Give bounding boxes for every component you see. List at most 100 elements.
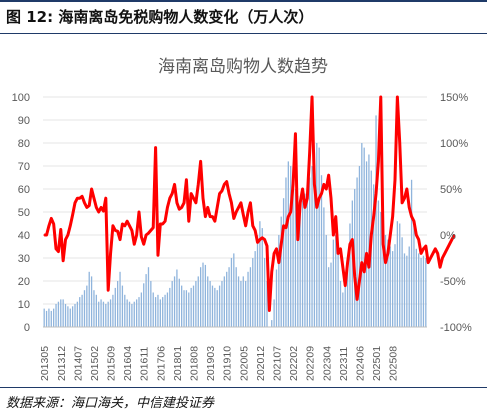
- bar: [327, 267, 330, 327]
- line-point: [320, 192, 323, 195]
- figure-title: 图 12: 海南离岛免税购物人数变化（万人次）: [6, 8, 314, 26]
- x-tick-label: 201903: [205, 346, 217, 381]
- line-point: [372, 215, 375, 218]
- bar: [235, 267, 237, 327]
- bar: [133, 301, 135, 327]
- y-left-tick-label: 90: [18, 115, 30, 127]
- title-rule: [0, 33, 487, 34]
- line-point: [223, 183, 226, 186]
- bar: [214, 287, 216, 327]
- bar: [185, 290, 188, 327]
- line-point: [135, 234, 138, 236]
- bar: [252, 258, 254, 327]
- bar: [50, 310, 52, 327]
- bar: [422, 255, 425, 327]
- bar: [304, 193, 306, 327]
- line-point: [202, 197, 204, 199]
- bar: [218, 285, 221, 327]
- line-point: [308, 151, 311, 153]
- bar: [121, 285, 124, 327]
- line-point: [280, 243, 283, 245]
- bar: [346, 258, 349, 327]
- line-point: [273, 252, 275, 255]
- bar: [53, 308, 55, 327]
- bar: [323, 207, 325, 327]
- y-right-tick-label: 0%: [440, 230, 456, 242]
- bar: [413, 225, 415, 327]
- line-point: [64, 238, 67, 241]
- line-point: [235, 211, 237, 213]
- line-point: [237, 206, 240, 209]
- bar: [55, 304, 57, 327]
- line-point: [432, 252, 434, 255]
- line-point: [315, 206, 318, 209]
- line-point: [142, 243, 145, 245]
- line-point: [164, 220, 166, 222]
- bar: [278, 235, 280, 327]
- line-point: [382, 243, 384, 245]
- line-point: [90, 188, 93, 190]
- line-point: [406, 188, 408, 190]
- line-point: [403, 197, 406, 199]
- line-point: [396, 96, 399, 98]
- bar: [247, 271, 249, 327]
- x-tick-label: 201407: [72, 346, 84, 381]
- bar: [45, 310, 48, 327]
- bar: [86, 285, 88, 327]
- line-point: [268, 309, 271, 312]
- line-point: [183, 202, 185, 204]
- line-point: [441, 257, 444, 259]
- line-point: [361, 261, 363, 264]
- line-point: [114, 229, 117, 232]
- line-point: [391, 215, 394, 218]
- bottom-rule: [0, 387, 487, 388]
- line-point: [192, 197, 195, 199]
- bar: [188, 292, 190, 327]
- line-point: [140, 236, 143, 238]
- line-point: [261, 236, 264, 239]
- bar: [339, 281, 342, 327]
- bar: [263, 258, 266, 327]
- bar: [98, 301, 100, 327]
- line-point: [159, 223, 162, 225]
- line-point: [126, 220, 128, 222]
- bar: [192, 285, 195, 327]
- line-point: [230, 202, 233, 204]
- bar: [259, 221, 261, 327]
- line-point: [398, 142, 401, 144]
- line-point: [365, 252, 368, 255]
- bar: [391, 251, 394, 327]
- line-point: [133, 243, 136, 245]
- line-point: [410, 215, 413, 218]
- line-point: [394, 179, 396, 181]
- bar: [287, 161, 289, 327]
- bar: [164, 294, 166, 327]
- line-point: [299, 202, 301, 204]
- line-point: [62, 259, 64, 262]
- x-tick-label: 201305: [39, 346, 51, 381]
- line-point: [434, 248, 437, 250]
- bar: [209, 281, 211, 327]
- x-tick-label: 202406: [354, 346, 366, 381]
- bar: [62, 299, 64, 327]
- bar: [199, 267, 202, 327]
- bar: [126, 299, 128, 327]
- line-point: [292, 183, 294, 186]
- line-point: [342, 266, 344, 269]
- line-point: [95, 206, 98, 209]
- y-left-tick-label: 100: [12, 92, 30, 104]
- y-right-tick-label: -100%: [440, 322, 472, 334]
- y-right-tick-label: 100%: [440, 138, 468, 150]
- bar: [128, 301, 131, 327]
- bar: [358, 166, 361, 327]
- line-point: [48, 225, 50, 227]
- line-point: [266, 245, 268, 247]
- x-tick-label: 202107: [272, 346, 284, 381]
- bar: [117, 281, 119, 327]
- bar: [197, 276, 199, 327]
- line-point: [204, 215, 207, 218]
- line-point: [332, 234, 335, 236]
- bar: [344, 281, 346, 327]
- bar: [311, 166, 313, 327]
- bar: [100, 299, 102, 327]
